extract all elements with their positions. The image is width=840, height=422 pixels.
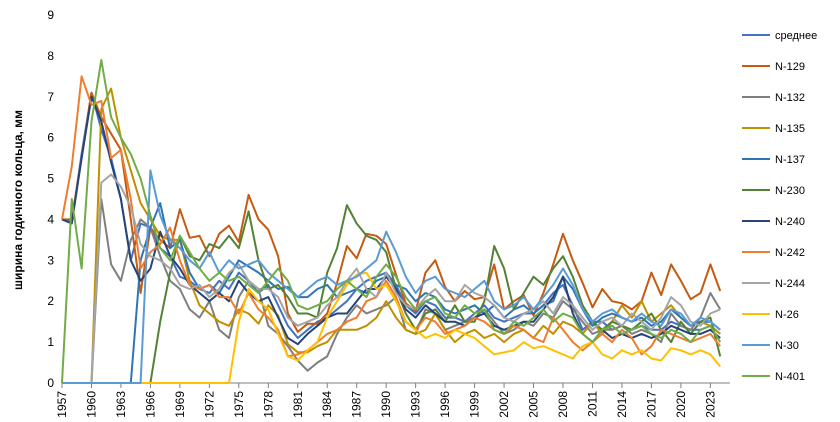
x-tick-label: 2011 — [585, 391, 599, 417]
legend-label: N-240 — [775, 216, 805, 228]
legend-label: N-244 — [775, 278, 805, 290]
y-tick-label: 8 — [47, 49, 54, 63]
axes-layer: 0 1 2 3 4 5 6 7 8 9 1957 1960 1963 1966 1969 1972 1975 19… — [47, 8, 730, 418]
legend-label: N-242 — [775, 247, 805, 259]
y-tick-label: 1 — [47, 335, 54, 349]
series-line-N-242 — [61, 75, 721, 358]
x-tick-label: 1966 — [143, 391, 157, 418]
legend-label: N-401 — [775, 371, 805, 383]
y-tick-label: 6 — [47, 131, 54, 145]
x-tick-label: 1999 — [468, 391, 482, 418]
legend-label: N-26 — [775, 309, 799, 321]
x-tick-label: 1957 — [55, 391, 69, 418]
x-tick-label: 2020 — [674, 391, 688, 418]
legend-label: N-30 — [775, 340, 799, 352]
legend: среднее N-129 N-132 N-135 N-137 N-230 N-240 N-2… — [742, 30, 817, 383]
y-tick-label: 2 — [47, 294, 54, 308]
x-tick-label: 1981 — [291, 391, 305, 418]
x-tick-label: 2017 — [644, 391, 658, 418]
series-line-N-401 — [61, 59, 722, 384]
x-tick-label: 1990 — [379, 391, 393, 418]
x-tick-label: 2008 — [556, 391, 570, 418]
x-tick-label: 1978 — [261, 391, 275, 418]
x-tick-label: 2002 — [497, 391, 511, 418]
y-tick-label: 9 — [47, 8, 54, 22]
legend-label: N-230 — [775, 185, 805, 197]
y-tick-label: 3 — [47, 253, 54, 267]
x-tick-label: 1969 — [173, 391, 187, 418]
x-tick-label: 2014 — [615, 391, 629, 418]
x-tick-label: 2005 — [527, 391, 541, 418]
x-tick-label: 1987 — [350, 391, 364, 418]
y-tick-label: 7 — [47, 90, 54, 104]
x-tick-label: 1984 — [320, 391, 334, 418]
legend-label: N-137 — [775, 154, 805, 166]
x-tick-label: 1963 — [114, 391, 128, 418]
series-line-N-132 — [62, 198, 722, 384]
y-tick-label: 4 — [47, 212, 54, 226]
x-tick-label: 1993 — [409, 391, 423, 418]
series-line-N-26 — [62, 271, 721, 384]
x-tick-label: 1972 — [202, 391, 216, 418]
y-tick-label: 5 — [47, 172, 54, 186]
series-layer — [61, 59, 722, 384]
legend-label: N-129 — [775, 61, 805, 73]
x-tick-label: 2023 — [703, 391, 717, 418]
series-line-N-30 — [62, 169, 721, 384]
y-tick-label: 0 — [47, 376, 54, 390]
series-line-N-135 — [62, 87, 721, 384]
x-tick-label: 1960 — [84, 391, 98, 418]
y-axis-label: ширина годичного кольца, мм — [11, 110, 25, 290]
x-tick-label: 1996 — [438, 391, 452, 418]
legend-label: N-135 — [775, 123, 805, 135]
legend-label: N-132 — [775, 92, 805, 104]
x-tick-label: 1975 — [232, 391, 246, 418]
series-line-N-244 — [62, 173, 721, 384]
series-line-N-129 — [62, 91, 722, 333]
legend-label: среднее — [775, 30, 817, 42]
